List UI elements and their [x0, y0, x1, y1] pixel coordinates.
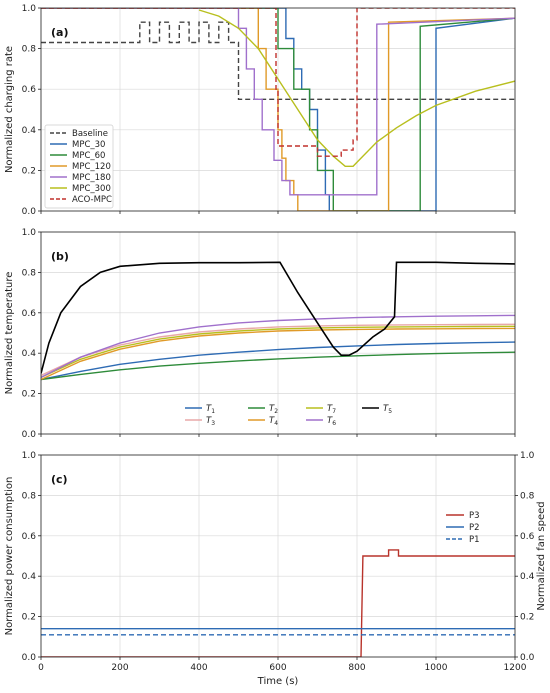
legend-entry: P1 — [469, 535, 480, 545]
x-tick-label: 1000 — [425, 663, 448, 673]
legend-entry: T3 — [206, 416, 215, 427]
y-right-tick-label: 0.6 — [520, 532, 535, 542]
y-axis-label: Normalized temperature — [4, 272, 15, 395]
y-right-tick-label: 0.8 — [520, 491, 535, 501]
panel-label: (c) — [51, 473, 68, 486]
series-line-mpc-180 — [41, 8, 515, 196]
y-tick-label: 0.0 — [22, 653, 37, 663]
series-line-t7 — [41, 325, 515, 379]
series-line-aco-mpc — [41, 8, 515, 157]
legend-entry: P3 — [469, 511, 480, 521]
series-line-mpc-120 — [41, 8, 515, 211]
series-line-p3 — [41, 549, 515, 657]
panel-a: 0.0 0.2 0.4 0.6 0.8 1.0 Normalized charging ra… — [4, 4, 516, 217]
x-tick-label: 600 — [269, 663, 286, 673]
y-axis-label: Normalized power consumption — [4, 477, 15, 636]
y-tick-label: 1.0 — [22, 4, 37, 14]
y-tick-label: 0.4 — [22, 572, 37, 582]
series-line-t4 — [41, 327, 515, 381]
y-tick-label: 1.0 — [22, 228, 37, 238]
legend-entry: T7 — [327, 404, 336, 415]
y-right-tick-label: 0.2 — [520, 613, 534, 623]
series-group — [41, 261, 515, 381]
series-line-t5 — [41, 261, 515, 374]
panel-label: (b) — [51, 250, 69, 263]
legend-entry: MPC_300 — [72, 184, 111, 194]
series-group — [41, 549, 515, 657]
legend-entry: T5 — [383, 404, 392, 415]
y-tick-label: 1.0 — [22, 451, 37, 461]
series-line-t1 — [41, 341, 515, 381]
x-tick-label: 1200 — [504, 663, 527, 673]
y-tick-label: 0.2 — [22, 166, 36, 176]
y-tick-label: 0.4 — [22, 349, 37, 359]
legend-entry: MPC_60 — [72, 151, 105, 161]
y-tick-label: 0.6 — [22, 532, 37, 542]
legend-entry: Baseline — [72, 129, 108, 139]
series-line-t3 — [41, 323, 515, 377]
y-right-axis-label: Normalized fan speed — [536, 501, 547, 610]
y-axis-label: Normalized charging rate — [4, 46, 15, 173]
legend-entry: MPC_120 — [72, 162, 111, 172]
y-tick-label: 0.2 — [22, 390, 36, 400]
legend-entry: T6 — [327, 416, 336, 427]
legend-entry: P2 — [469, 523, 480, 533]
series-line-mpc-300 — [198, 9, 515, 167]
panel-b: 0.0 0.2 0.4 0.6 0.8 1.0 Normalized temperature… — [4, 228, 516, 440]
legend-entry: T1 — [206, 404, 215, 415]
y-right-tick-label: 1.0 — [520, 451, 535, 461]
legend-entry: T4 — [269, 416, 278, 427]
y-right-tick-label: 0.4 — [520, 572, 535, 582]
series-group — [41, 8, 515, 211]
series-line-baseline — [41, 21, 515, 100]
x-axis-label: Time (s) — [257, 676, 299, 687]
y-tick-label: 0.8 — [22, 491, 37, 501]
y-tick-label: 0.2 — [22, 613, 36, 623]
panel-c: 0.00.20.40.60.81.00 200 400 600 800 1000 12000… — [4, 451, 547, 687]
x-tick-label: 0 — [38, 663, 44, 673]
y-tick-label: 0.6 — [22, 85, 37, 95]
x-tick-label: 400 — [190, 663, 207, 673]
y-tick-label: 0.0 — [22, 207, 37, 217]
panel-label: (a) — [51, 26, 68, 39]
x-tick-label: 800 — [348, 663, 365, 673]
series-line-t6 — [41, 314, 515, 379]
y-right-tick-label: 0.0 — [520, 653, 535, 663]
legend-entry: ACO-MPC — [72, 195, 112, 205]
series-line-mpc-60 — [41, 8, 515, 211]
legend-entry: T2 — [269, 404, 278, 415]
y-tick-label: 0.8 — [22, 268, 37, 278]
legend-entry: MPC_30 — [72, 140, 105, 150]
legend-entry: MPC_180 — [72, 173, 111, 183]
y-tick-label: 0.4 — [22, 126, 37, 136]
y-tick-label: 0.6 — [22, 309, 37, 319]
x-tick-label: 200 — [111, 663, 128, 673]
series-line-mpc-30 — [41, 8, 515, 211]
series-line-t2 — [41, 351, 515, 381]
y-tick-label: 0.0 — [22, 430, 37, 440]
y-tick-label: 0.8 — [22, 45, 37, 55]
